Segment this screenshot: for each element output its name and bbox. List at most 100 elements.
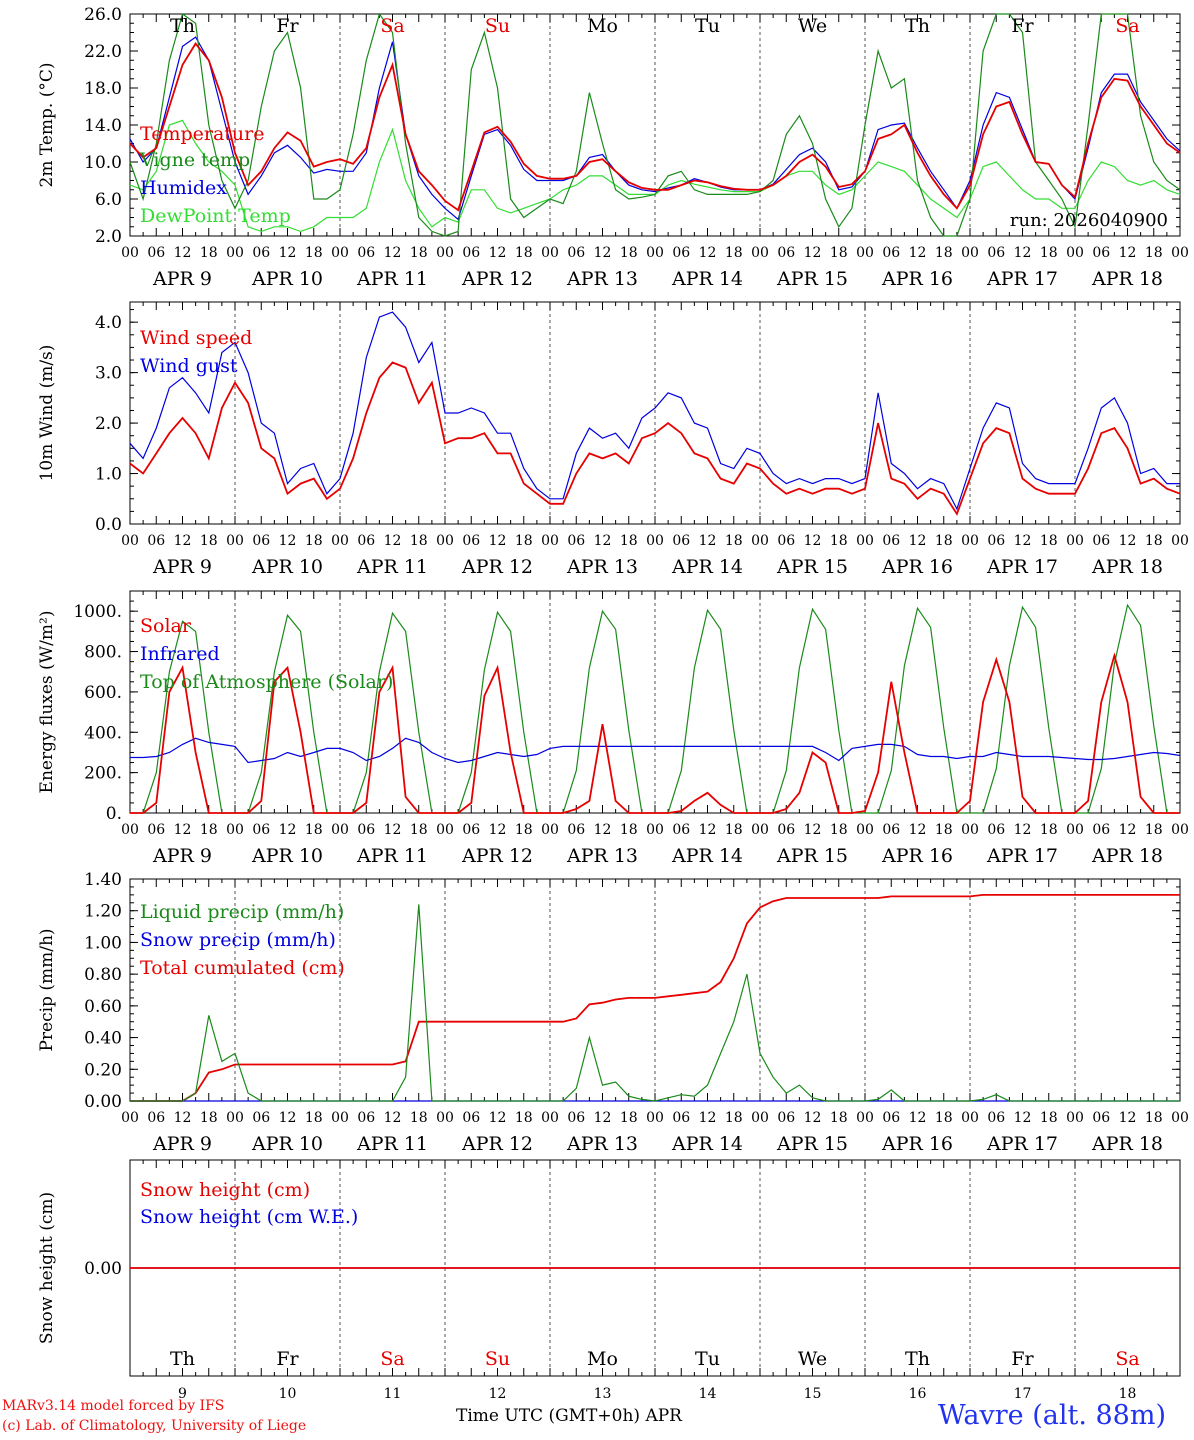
day-name-label: Th xyxy=(170,15,195,37)
series-line-humidex xyxy=(129,36,1181,221)
date-label: APR 18 xyxy=(1091,1133,1163,1155)
hour-label: 18 xyxy=(1040,1110,1058,1126)
series-line-liquid-precip-mm-h- xyxy=(130,904,1180,1102)
date-label: APR 13 xyxy=(566,845,638,867)
y-tick-label: 3.0 xyxy=(95,364,122,384)
hour-label: 00 xyxy=(1066,1110,1084,1126)
hour-label: 00 xyxy=(646,1110,664,1126)
date-label: APR 15 xyxy=(776,845,848,867)
y-tick-label: 1.0 xyxy=(95,465,122,485)
hour-label: 18 xyxy=(410,245,428,261)
hour-label: 00 xyxy=(331,533,349,549)
hour-label: 06 xyxy=(987,1110,1005,1126)
series-line-top-of-atmosphere-solar- xyxy=(130,603,1180,814)
y-tick-label: 1.40 xyxy=(84,870,122,890)
y-tick-label: 400. xyxy=(84,723,122,743)
date-label: APR 17 xyxy=(986,268,1058,290)
hour-label: 12 xyxy=(1014,245,1032,261)
date-label: APR 9 xyxy=(152,845,212,867)
hour-label: 06 xyxy=(567,245,585,261)
hour-label: 12 xyxy=(699,1110,717,1126)
hour-label: 12 xyxy=(384,245,402,261)
date-label: APR 14 xyxy=(671,1133,743,1155)
hour-label: 00 xyxy=(436,1110,454,1126)
date-label: APR 10 xyxy=(251,1133,323,1155)
legend-entry: Wind gust xyxy=(140,355,238,377)
legend-entry: Snow height (cm) xyxy=(140,1179,310,1201)
date-label: APR 18 xyxy=(1091,268,1163,290)
hour-label: 06 xyxy=(987,533,1005,549)
hour-label: 00 xyxy=(1171,245,1189,261)
hour-label: 06 xyxy=(147,533,165,549)
day-number-label: 17 xyxy=(1014,1386,1032,1402)
day-name-label: Tu xyxy=(695,15,720,37)
date-label: APR 17 xyxy=(986,845,1058,867)
day-number-label: 14 xyxy=(699,1386,717,1402)
hour-label: 00 xyxy=(331,822,349,838)
hour-label: 00 xyxy=(121,533,139,549)
hour-label: 06 xyxy=(1092,822,1110,838)
hour-label: 12 xyxy=(909,1110,927,1126)
hour-label: 06 xyxy=(1092,533,1110,549)
day-name-label: We xyxy=(798,15,827,37)
date-label: APR 11 xyxy=(356,556,428,578)
legend-entry: Solar xyxy=(140,615,192,637)
day-number-label: 18 xyxy=(1119,1386,1137,1402)
date-label: APR 13 xyxy=(566,268,638,290)
hour-label: 18 xyxy=(200,533,218,549)
hour-label: 06 xyxy=(147,1110,165,1126)
hour-label: 06 xyxy=(147,822,165,838)
day-name-label: We xyxy=(798,1348,827,1370)
hour-label: 06 xyxy=(777,1110,795,1126)
hour-label: 18 xyxy=(515,245,533,261)
hour-label: 00 xyxy=(961,245,979,261)
legend-entry: Liquid precip (mm/h) xyxy=(140,901,344,923)
hour-label: 00 xyxy=(646,245,664,261)
hour-label: 06 xyxy=(252,822,270,838)
hour-label: 06 xyxy=(882,822,900,838)
date-label: APR 15 xyxy=(776,268,848,290)
day-name-label: Tu xyxy=(695,1348,720,1370)
legend-entry: Vigne temp xyxy=(139,149,250,171)
hour-label: 00 xyxy=(1066,245,1084,261)
date-label: APR 16 xyxy=(881,845,953,867)
series-line-vigne-temp xyxy=(129,12,1181,237)
hour-label: 18 xyxy=(305,533,323,549)
date-label: APR 12 xyxy=(461,556,533,578)
hour-label: 18 xyxy=(305,245,323,261)
x-axis-title: Time UTC (GMT+0h) APR xyxy=(456,1406,682,1426)
hour-label: 06 xyxy=(672,533,690,549)
hour-label: 00 xyxy=(121,245,139,261)
date-label: APR 10 xyxy=(251,268,323,290)
hour-label: 06 xyxy=(567,533,585,549)
hour-label: 12 xyxy=(489,822,507,838)
date-label: APR 15 xyxy=(776,556,848,578)
day-name-label: Th xyxy=(905,15,930,37)
lab-credit: (c) Lab. of Climatology, University of L… xyxy=(2,1418,307,1434)
day-name-label: Fr xyxy=(276,1348,299,1370)
y-tick-label: 200. xyxy=(84,764,122,784)
y-tick-label: 4.0 xyxy=(95,313,122,333)
hour-label: 06 xyxy=(252,245,270,261)
legend-entry: Wind speed xyxy=(140,327,252,349)
legend-entry: Temperature xyxy=(140,123,264,145)
hour-label: 00 xyxy=(1171,533,1189,549)
hour-label: 18 xyxy=(620,822,638,838)
date-label: APR 14 xyxy=(671,845,743,867)
panel-4: 0.00 0.20 0.40 0.60 0.80 1.00 1.20 1.40 Precip (… xyxy=(37,870,1189,1155)
day-name-label: Th xyxy=(170,1348,195,1370)
day-name-label: Sa xyxy=(380,1348,404,1370)
day-name-label: Sa xyxy=(380,15,404,37)
hour-label: 00 xyxy=(226,822,244,838)
date-label: APR 16 xyxy=(881,268,953,290)
hour-label: 18 xyxy=(830,245,848,261)
hour-label: 18 xyxy=(830,822,848,838)
hour-label: 00 xyxy=(751,1110,769,1126)
hour-label: 06 xyxy=(462,822,480,838)
y-axis-title: 2m Temp. (°C) xyxy=(37,62,57,187)
hour-label: 00 xyxy=(961,822,979,838)
hour-label: 00 xyxy=(226,533,244,549)
hour-label: 12 xyxy=(174,245,192,261)
y-axis-title: 10m Wind (m/s) xyxy=(37,345,57,482)
y-tick-label: 0.60 xyxy=(84,997,122,1017)
